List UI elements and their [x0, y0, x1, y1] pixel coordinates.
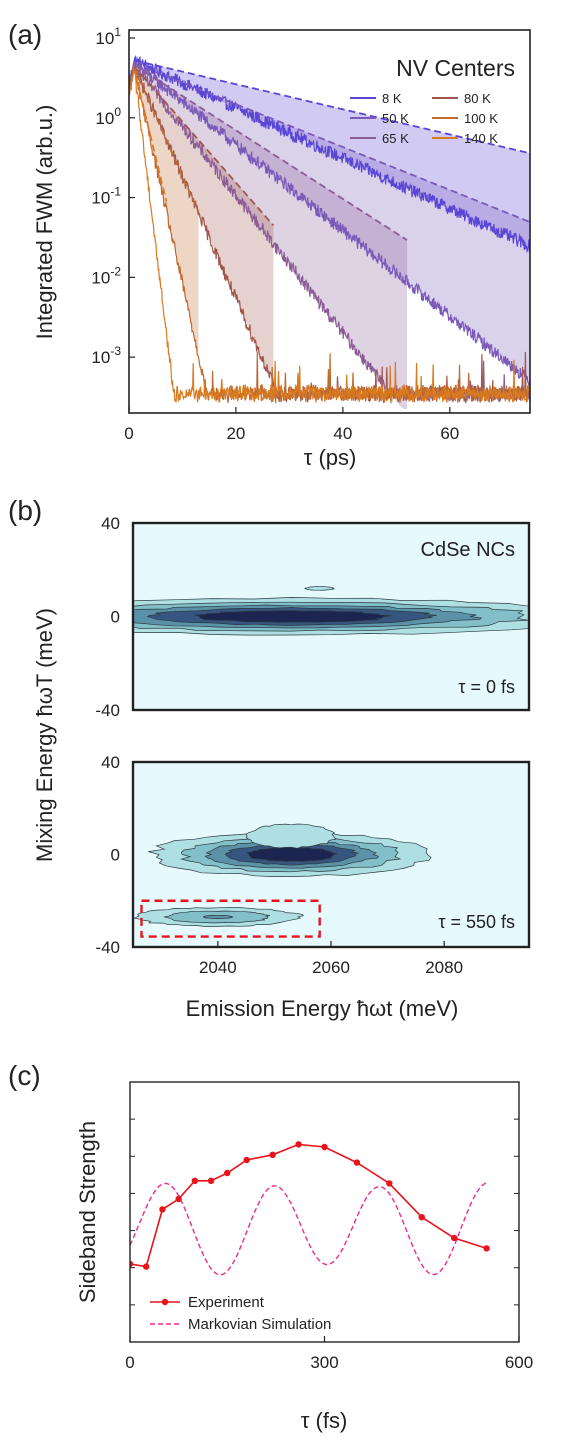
panel-a-ytick-label: 100 — [95, 105, 121, 128]
panel-a-ytick-label: 10-1 — [91, 185, 121, 208]
panel-c-frame — [129, 1081, 520, 1343]
panel-b-xtick-label: 2040 — [199, 958, 237, 977]
series-50K-trace — [129, 59, 530, 386]
series-experiment-point — [269, 1151, 276, 1159]
panel-a-ylabel: Integrated FWM (arb.u.) — [32, 105, 57, 340]
series-80K-shade — [134, 66, 274, 385]
panel-label-b: (b) — [8, 495, 42, 526]
series-8K-fit — [134, 59, 530, 155]
panel-a-chart: 0 20 40 60 101 100 10-1 10-2 10-3 NV Centers 8 K… — [32, 25, 531, 470]
series-simulation-line — [130, 1182, 487, 1276]
panel-a-legend: 8 K 50 K 65 K 80 K 100 K 140 K — [350, 91, 498, 146]
series-experiment-point — [353, 1159, 361, 1166]
series-experiment-point — [243, 1156, 250, 1164]
series-80K-fit — [133, 66, 275, 227]
panel-b-top-annotation: CdSe NCs — [421, 539, 515, 561]
series-50K-fit — [134, 62, 530, 223]
series-65K-fit — [133, 64, 408, 241]
panel-c-ylabel: Sideband Strength — [75, 1121, 100, 1303]
panel-b-xtick-label: 2060 — [312, 958, 350, 977]
series-140K-fit — [133, 69, 168, 202]
contour-level — [304, 586, 335, 591]
series-140K-trace — [129, 67, 530, 404]
panel-b-top-frame — [131, 521, 531, 712]
panel-label-a: (a) — [8, 19, 42, 50]
panel-b-ytick-label: -40 — [95, 938, 120, 957]
panel-b-top-delay: τ = 0 fs — [458, 677, 515, 697]
panel-a-xtick-label: 20 — [226, 424, 245, 443]
contour-level — [193, 610, 392, 623]
panel-b-ytick-label: -40 — [95, 701, 120, 720]
series-experiment-point — [483, 1245, 490, 1252]
legend-label: 100 K — [464, 111, 498, 126]
highlight-box — [140, 899, 321, 938]
panel-a-frame — [128, 29, 531, 414]
panel-b-ytick-label: 40 — [101, 514, 120, 533]
contour-level — [245, 823, 337, 849]
series-experiment-point — [191, 1177, 199, 1185]
panel-c-xtick-label: 0 — [125, 1353, 134, 1372]
panel-b-ytick-label: 40 — [101, 753, 120, 772]
legend-label: 140 K — [464, 131, 498, 146]
legend-label: Experiment — [188, 1294, 265, 1311]
legend-label: 80 K — [464, 91, 491, 106]
series-8K-trace — [129, 55, 530, 254]
panel-b-ytick-label: 0 — [111, 608, 120, 627]
panel-c-legend: Experiment Markovian Simulation — [150, 1294, 331, 1333]
panel-b-ylabel: Mixing Energy ħωT (meV) — [32, 608, 57, 862]
panel-c-xtick-label: 600 — [505, 1353, 533, 1372]
panel-a-title: NV Centers — [396, 55, 515, 81]
series-experiment-point — [224, 1169, 231, 1177]
series-experiment-point — [143, 1263, 150, 1270]
series-experiment-point — [418, 1214, 425, 1221]
legend-label: 8 K — [382, 91, 402, 106]
series-experiment-point — [295, 1141, 302, 1148]
panel-c-xlabel: τ (fs) — [301, 1408, 348, 1433]
series-100K-fit — [133, 67, 200, 213]
panel-b-chart: CdSe NCs τ = 0 fs τ = 550 fs 40 0 -40 40 0 -4… — [32, 514, 531, 1021]
series-experiment-line — [130, 1143, 487, 1268]
series-experiment-point — [450, 1234, 458, 1242]
series-experiment-point — [175, 1195, 182, 1203]
series-experiment-point — [386, 1180, 393, 1187]
legend-swatch — [161, 1298, 169, 1306]
panel-a-xtick-label: 40 — [333, 424, 352, 443]
panel-a-xtick-label: 0 — [124, 424, 133, 443]
panel-c-xtick-label: 300 — [310, 1353, 338, 1372]
series-experiment-point — [321, 1143, 328, 1151]
panel-a-ytick-label: 10-3 — [91, 344, 121, 367]
panel-a-xtick-label: 60 — [440, 424, 459, 443]
series-experiment-point — [207, 1177, 215, 1185]
panel-b-xlabel: Emission Energy ħωt (meV) — [186, 996, 459, 1021]
panel-b-bottom-delay: τ = 550 fs — [438, 912, 515, 932]
panel-b-ytick-label: 0 — [111, 846, 120, 865]
panel-label-c: (c) — [8, 1060, 41, 1091]
legend-label: Markovian Simulation — [188, 1316, 331, 1333]
contour-level — [246, 847, 338, 862]
legend-label: 65 K — [382, 131, 409, 146]
contour-level — [202, 914, 234, 919]
panel-a-xlabel: τ (ps) — [304, 445, 357, 470]
panel-a-ytick-label: 10-2 — [91, 264, 121, 287]
panel-a-ytick-label: 101 — [95, 25, 121, 48]
panel-b-xtick-label: 2080 — [425, 958, 463, 977]
legend-label: 50 K — [382, 111, 409, 126]
panel-c-chart: 0 300 600 Experiment Markovian Simulation τ… — [75, 1081, 533, 1433]
series-experiment-point — [130, 1260, 134, 1268]
series-experiment-point — [159, 1206, 166, 1213]
